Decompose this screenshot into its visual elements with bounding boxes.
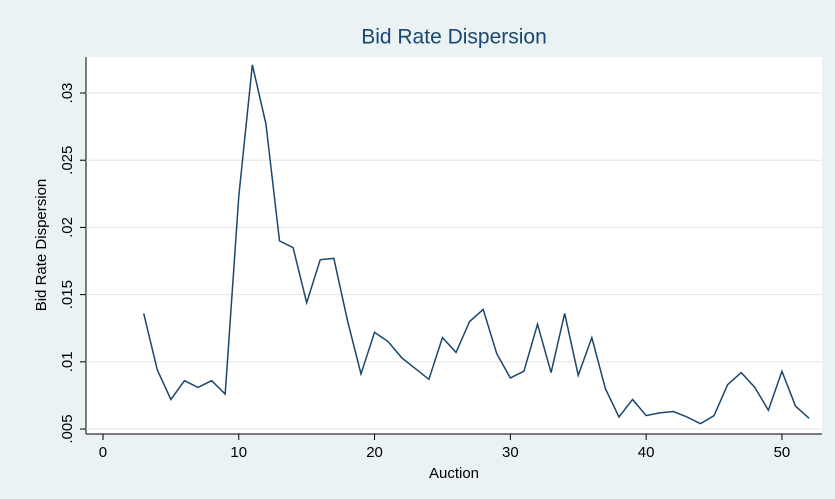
x-tick-label: 10 <box>230 444 247 461</box>
x-tick-label: 30 <box>502 444 519 461</box>
y-tick-label: .02 <box>59 217 76 238</box>
plot-area <box>86 57 822 434</box>
x-axis-label: Auction <box>429 465 479 482</box>
y-tick-label: .01 <box>59 351 76 372</box>
y-tick-label: .025 <box>59 146 76 175</box>
y-axis-label: Bid Rate Dispersion <box>33 179 50 312</box>
y-tick-label: .015 <box>59 280 76 309</box>
x-tick-label: 40 <box>638 444 655 461</box>
x-tick-label: 0 <box>99 444 107 461</box>
y-tick-label: .005 <box>59 414 76 443</box>
x-tick-label: 20 <box>366 444 383 461</box>
x-tick-label: 50 <box>774 444 791 461</box>
y-tick-label: .03 <box>59 83 76 104</box>
chart-title: Bid Rate Dispersion <box>361 26 547 49</box>
line-series <box>142 64 810 425</box>
